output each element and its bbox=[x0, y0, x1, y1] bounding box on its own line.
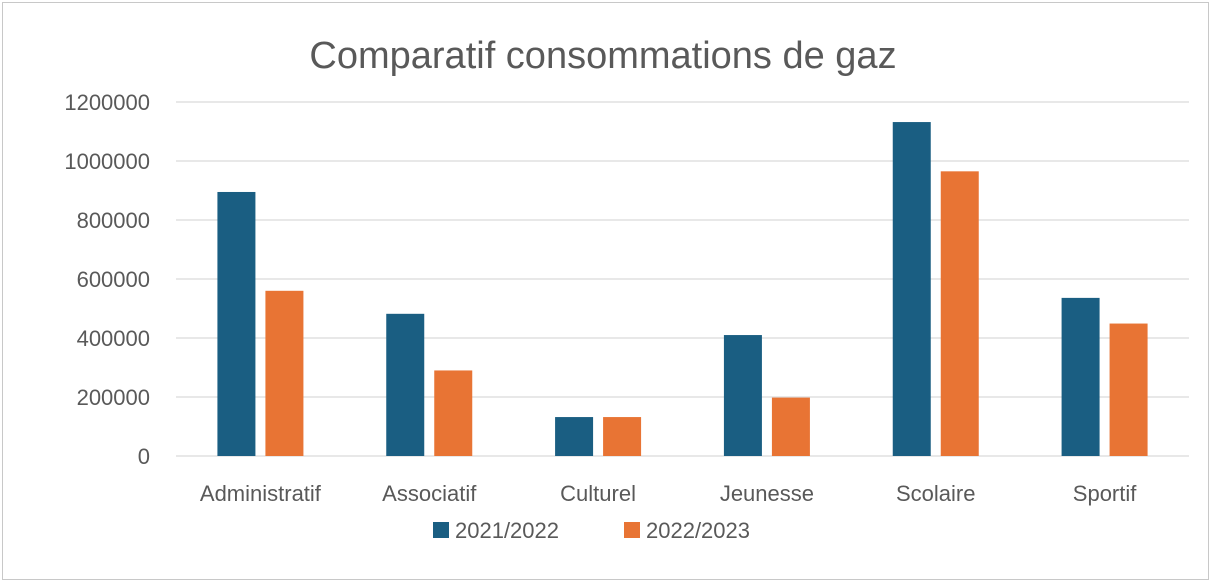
y-tick-label: 200000 bbox=[77, 385, 150, 410]
y-tick-label: 400000 bbox=[77, 326, 150, 351]
legend-swatch bbox=[624, 522, 640, 538]
x-axis-categories: Administratif Associatif Culturel Jeunesse S… bbox=[200, 481, 1137, 506]
y-tick-label: 800000 bbox=[77, 208, 150, 233]
bars bbox=[217, 122, 1148, 456]
bar-2022-2023-scolaire bbox=[940, 171, 979, 456]
bar-2022-2023-jeunesse bbox=[771, 397, 810, 456]
gridlines bbox=[176, 101, 1189, 457]
bar-2021-2022-administratif bbox=[217, 191, 256, 456]
y-tick-label: 1000000 bbox=[64, 149, 150, 174]
x-category-label: Culturel bbox=[560, 481, 636, 506]
bar-2022-2023-sportif bbox=[1109, 323, 1148, 456]
x-category-label: Scolaire bbox=[896, 481, 975, 506]
bar-2022-2023-administratif bbox=[265, 290, 304, 456]
x-category-label: Associatif bbox=[382, 481, 477, 506]
y-tick-label: 600000 bbox=[77, 267, 150, 292]
bar-2021-2022-sportif bbox=[1061, 297, 1100, 456]
chart-title: Comparatif consommations de gaz bbox=[309, 35, 896, 77]
bar-2021-2022-scolaire bbox=[892, 122, 931, 456]
x-category-label: Jeunesse bbox=[720, 481, 814, 506]
legend-label: 2021/2022 bbox=[455, 518, 559, 543]
legend-label: 2022/2023 bbox=[646, 518, 750, 543]
bar-2022-2023-associatif bbox=[434, 370, 473, 456]
legend: 2021/2022 2022/2023 bbox=[433, 518, 750, 543]
x-category-label: Administratif bbox=[200, 481, 322, 506]
y-tick-label: 1200000 bbox=[64, 90, 150, 115]
y-tick-label: 0 bbox=[138, 444, 150, 469]
legend-swatch bbox=[433, 522, 449, 538]
bar-2021-2022-jeunesse bbox=[723, 335, 762, 456]
bar-2021-2022-culturel bbox=[555, 417, 594, 456]
bar-2022-2023-culturel bbox=[603, 417, 642, 456]
x-category-label: Sportif bbox=[1073, 481, 1137, 506]
y-axis-ticks: 0 200000 400000 600000 800000 1000000 1200000 bbox=[64, 90, 150, 469]
bar-2021-2022-associatif bbox=[386, 313, 425, 456]
